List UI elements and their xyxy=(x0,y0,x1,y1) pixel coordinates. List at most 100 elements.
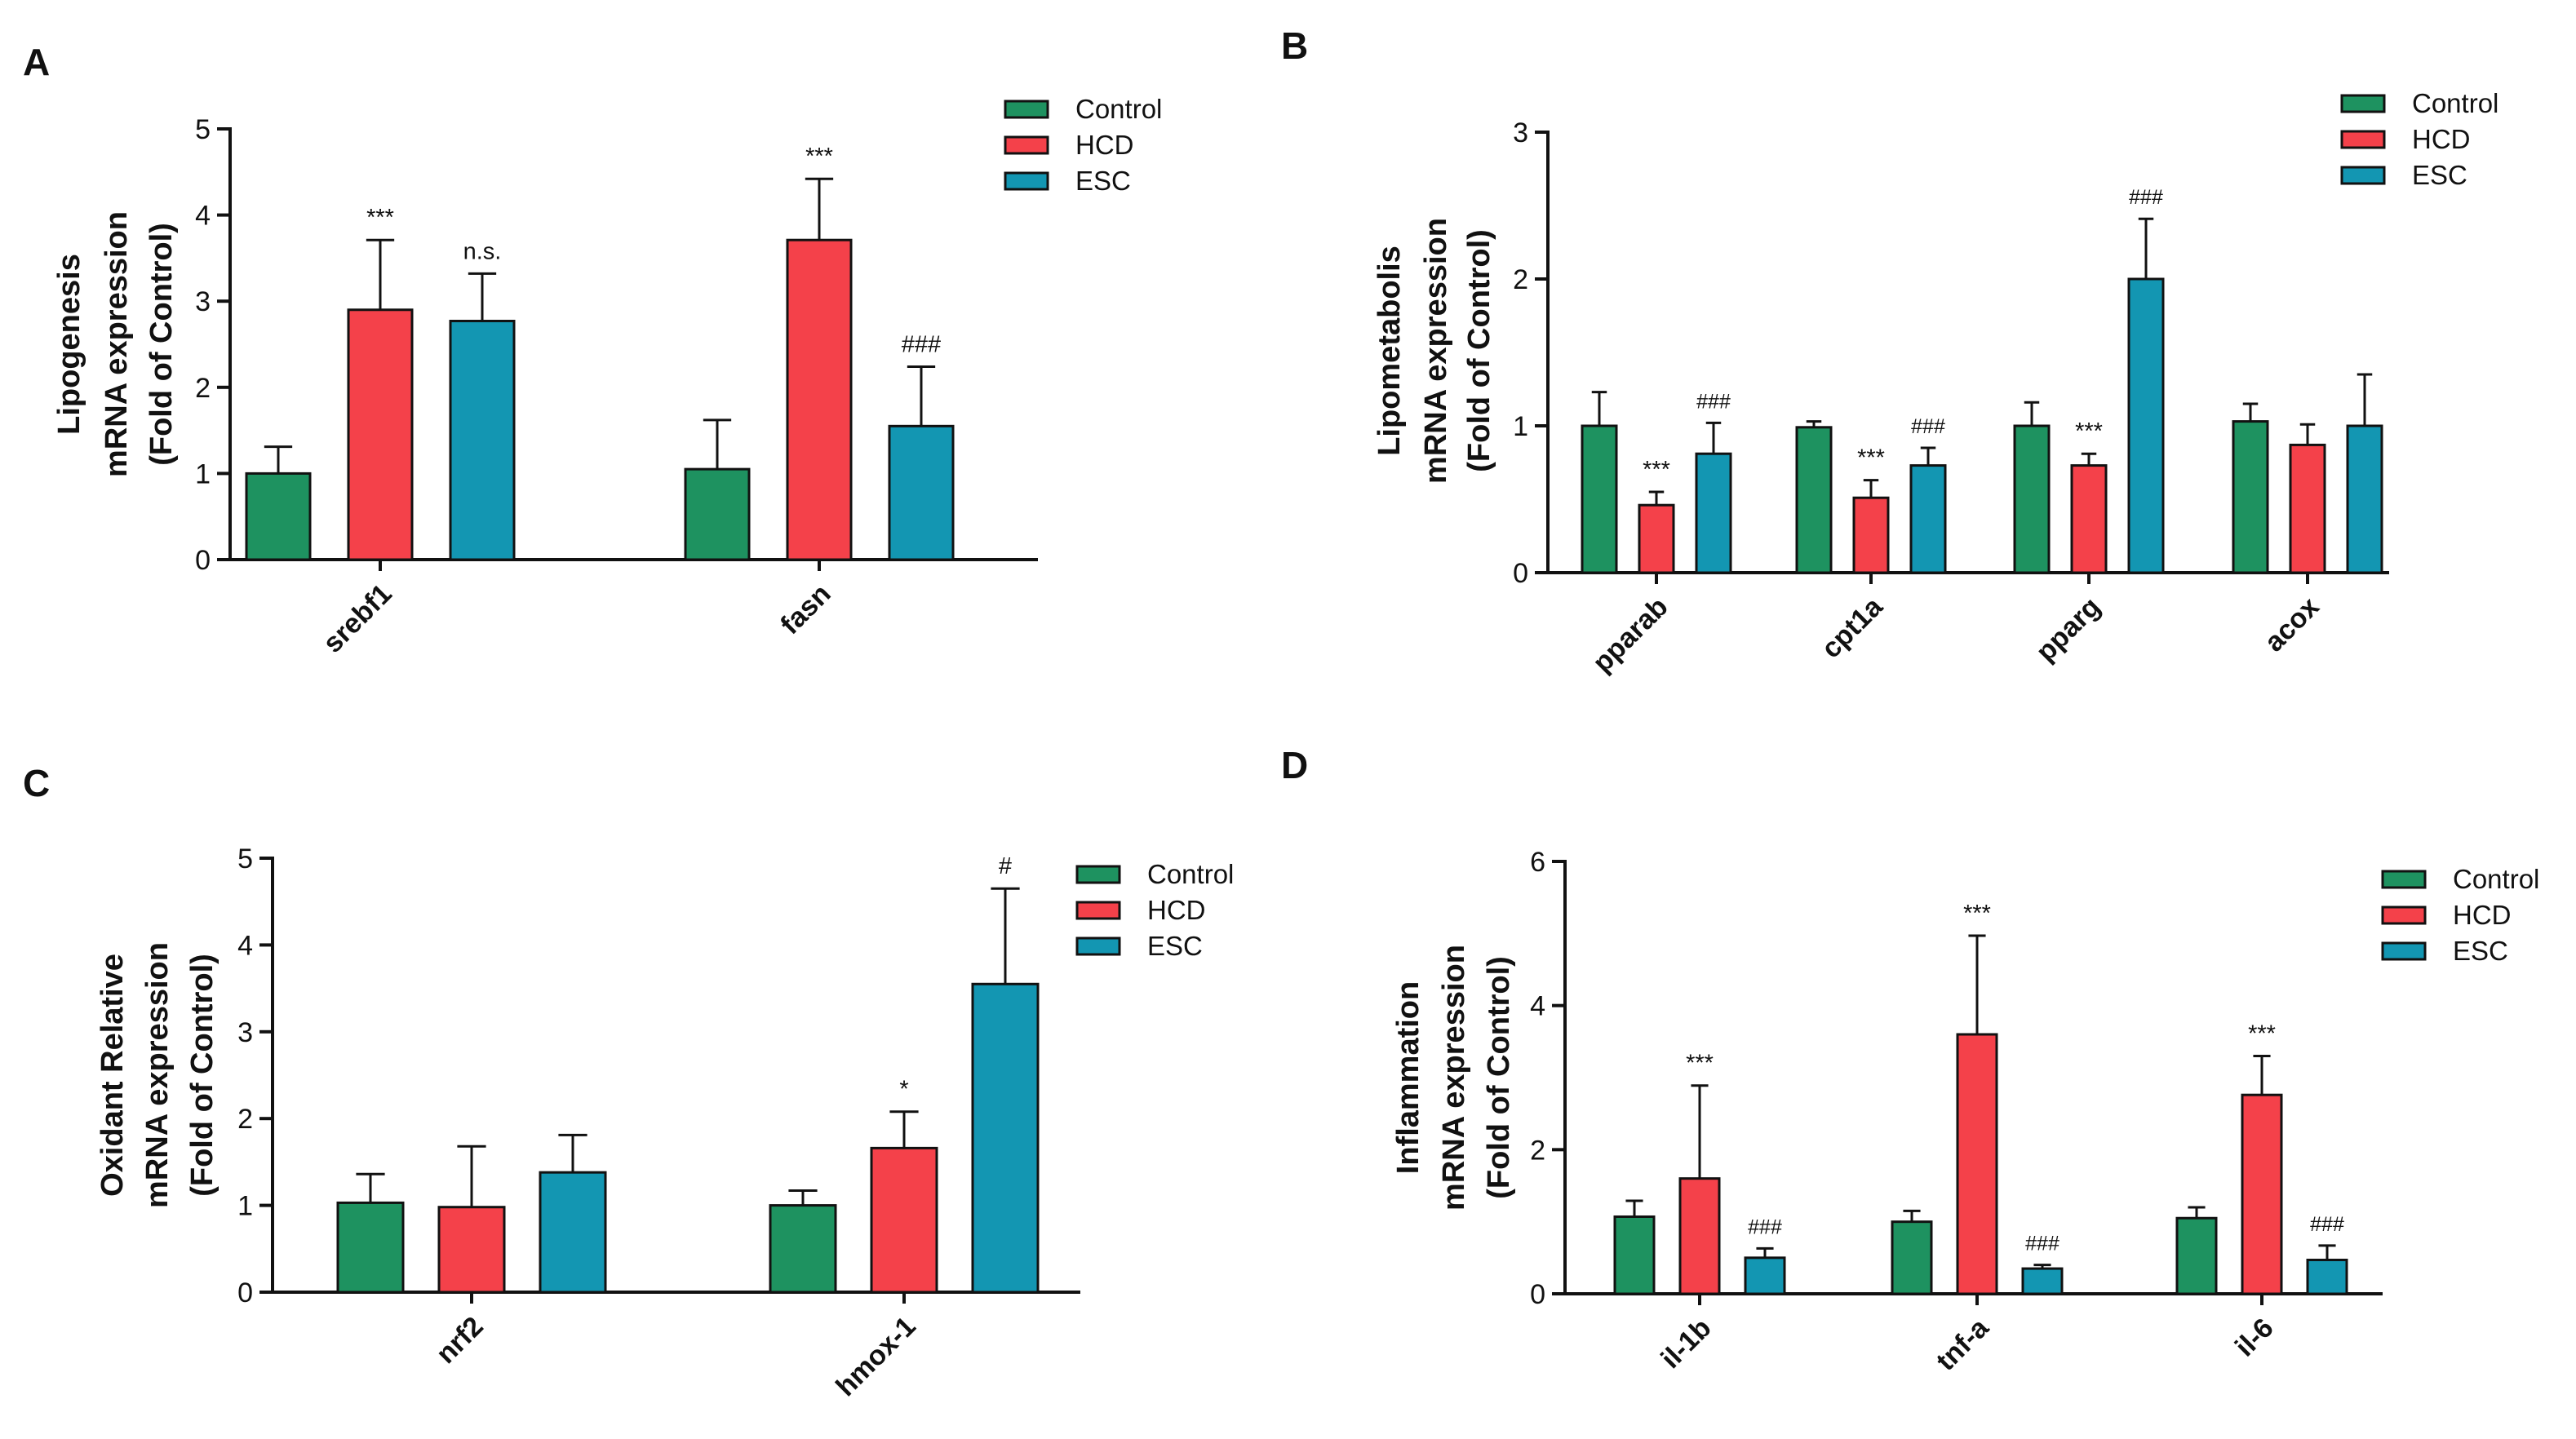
y-tick-label: 2 xyxy=(237,1104,253,1135)
y-tick-label: 2 xyxy=(195,373,211,404)
y-axis-label-line: (Fold of Control) xyxy=(1462,229,1496,472)
bar-esc xyxy=(1695,452,1732,574)
x-tick-label: acox xyxy=(2259,591,2325,658)
significance-label: # xyxy=(999,853,1012,879)
panel-b: B Lipometabolis mRNA expression (Fold of Co… xyxy=(1281,24,2498,679)
legend-label: Control xyxy=(2453,864,2539,894)
bar-hcd xyxy=(1638,503,1675,574)
legend-swatch-hcd xyxy=(1004,135,1049,155)
significance-label: *** xyxy=(366,205,394,231)
y-tick-label: 3 xyxy=(1513,117,1528,148)
bar-esc xyxy=(539,1171,607,1294)
significance-label: ### xyxy=(1748,1215,1782,1238)
legend-swatch-hcd xyxy=(2340,130,2386,149)
bar-control xyxy=(336,1201,405,1294)
significance-label: ### xyxy=(1911,415,1945,438)
y-tick-label: 0 xyxy=(1530,1279,1545,1310)
y-tick-label: 0 xyxy=(1513,558,1528,589)
bar-hcd xyxy=(347,308,414,561)
y-axis-label-line: mRNA expression xyxy=(1437,945,1471,1211)
legend-swatch-esc xyxy=(1004,171,1049,191)
bar-esc xyxy=(971,982,1040,1294)
bar-hcd xyxy=(1852,496,1890,574)
legend-swatch-control xyxy=(1075,865,1121,884)
legend-swatch-control xyxy=(2340,94,2386,113)
legend-swatch-esc xyxy=(1075,936,1121,956)
y-tick-label: 1 xyxy=(195,458,211,489)
legend-swatch-esc xyxy=(2381,941,2427,961)
bar-control xyxy=(1891,1220,1933,1295)
y-tick-label: 2 xyxy=(1513,264,1528,295)
bar-esc xyxy=(1744,1256,1786,1295)
x-tick-label: tnf-a xyxy=(1931,1312,1996,1377)
y-tick-label: 3 xyxy=(237,1017,253,1048)
bar-control xyxy=(2232,420,2269,574)
significance-label: *** xyxy=(1686,1051,1714,1077)
y-axis-label-line: Lipometabolis xyxy=(1372,246,1407,456)
x-tick-label: cpt1a xyxy=(1816,591,1889,664)
bar-control xyxy=(1795,426,1833,574)
legend-label: HCD xyxy=(1147,895,1206,925)
bar-control xyxy=(2175,1216,2218,1295)
bar-control xyxy=(769,1204,837,1294)
y-tick-label: 6 xyxy=(1530,847,1545,878)
bar-esc xyxy=(2346,424,2383,574)
legend-swatch-hcd xyxy=(2381,905,2427,925)
y-tick-label: 4 xyxy=(237,930,253,961)
legend-label: HCD xyxy=(2453,900,2512,930)
panel-c: C Oxidant Relative mRNA expression (Fold of… xyxy=(23,762,1234,1402)
x-tick-label: il-1b xyxy=(1655,1313,1717,1375)
legend-label: HCD xyxy=(1075,130,1134,160)
bar-hcd xyxy=(1956,1033,1998,1295)
significance-label: ### xyxy=(2025,1233,2059,1255)
significance-label: ### xyxy=(2129,186,2163,209)
y-axis-label-line: (Fold of Control) xyxy=(144,223,179,466)
significance-label: *** xyxy=(1643,457,1670,483)
panel-letter: B xyxy=(1281,24,1308,67)
legend-label: Control xyxy=(1147,859,1234,889)
bar-control xyxy=(2013,424,2051,574)
y-tick-label: 0 xyxy=(195,545,211,576)
panel-letter: C xyxy=(23,762,50,804)
y-axis-label-line: mRNA expression xyxy=(140,942,175,1208)
panel-letter: D xyxy=(1281,744,1308,786)
bar-hcd xyxy=(786,238,853,561)
y-tick-label: 2 xyxy=(1530,1135,1545,1166)
x-tick-label: nrf2 xyxy=(430,1311,489,1370)
y-axis-label-line: (Fold of Control) xyxy=(1482,956,1516,1199)
x-tick-label: pparab xyxy=(1587,591,1674,679)
significance-label: n.s. xyxy=(463,238,502,264)
significance-label: *** xyxy=(1963,901,1991,927)
bar-control xyxy=(1613,1215,1656,1295)
significance-label: *** xyxy=(1857,445,1885,472)
bar-hcd xyxy=(2289,443,2326,574)
y-tick-label: 4 xyxy=(1530,991,1545,1022)
bar-hcd xyxy=(870,1146,938,1294)
significance-label: *** xyxy=(2248,1021,2276,1047)
legend-swatch-hcd xyxy=(1075,901,1121,920)
y-tick-label: 3 xyxy=(195,286,211,317)
bar-control xyxy=(245,472,312,561)
legend-label: ESC xyxy=(2453,936,2508,966)
legend-label: Control xyxy=(2412,88,2498,118)
significance-label: ### xyxy=(2310,1213,2344,1236)
y-axis-label-line: Oxidant Relative xyxy=(95,954,130,1197)
legend-label: HCD xyxy=(2412,124,2471,154)
panel-letter: A xyxy=(23,41,50,83)
legend-label: ESC xyxy=(1147,931,1203,961)
legend-swatch-control xyxy=(2381,870,2427,889)
x-tick-label: pparg xyxy=(2030,591,2107,668)
bar-hcd xyxy=(2241,1093,2283,1295)
x-tick-label: srebf1 xyxy=(317,578,398,659)
bar-esc xyxy=(449,319,516,561)
legend-label: Control xyxy=(1075,94,1162,124)
y-tick-label: 5 xyxy=(195,114,211,145)
y-tick-label: 0 xyxy=(237,1277,253,1308)
y-tick-label: 4 xyxy=(195,201,211,232)
bar-hcd xyxy=(437,1206,506,1294)
x-tick-label: il-6 xyxy=(2229,1313,2280,1363)
significance-label: * xyxy=(899,1077,908,1103)
y-tick-label: 1 xyxy=(1513,411,1528,442)
y-axis-label-line: (Fold of Control) xyxy=(185,954,219,1197)
